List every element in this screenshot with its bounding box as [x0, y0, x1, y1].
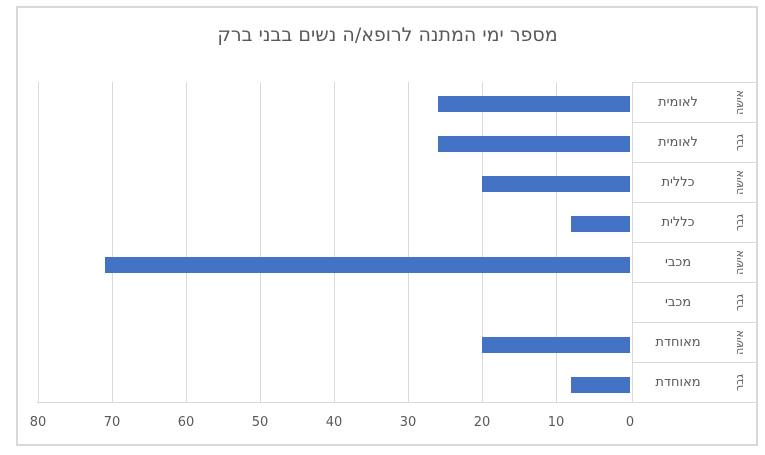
category-row: מכבי אישה	[633, 243, 756, 283]
bar	[570, 376, 630, 393]
bar	[570, 216, 630, 233]
x-tick-label: 10	[547, 415, 565, 430]
hmo-label: כללית	[661, 215, 695, 230]
bar	[482, 336, 630, 353]
category-row: לאומית אישה	[633, 83, 756, 123]
bar	[104, 256, 630, 273]
x-tick-label: 70	[103, 415, 121, 430]
gridline	[112, 82, 113, 403]
chart-border	[16, 6, 758, 446]
gridline	[186, 82, 187, 403]
x-tick-label: 40	[325, 415, 343, 430]
x-tick-label: 0	[625, 415, 635, 430]
hmo-label: לאומית	[658, 95, 698, 110]
category-axis-labels: לאומית אישה לאומית גבר כללית אישה כללית גבר מכבי…	[632, 82, 757, 403]
category-row: כללית אישה	[633, 163, 756, 203]
hmo-label: כללית	[661, 175, 695, 190]
gridline	[556, 82, 557, 403]
hmo-label: מכבי	[664, 295, 692, 310]
category-row: מאוחדת אישה	[633, 323, 756, 363]
category-row: מאוחדת גבר	[633, 363, 756, 402]
gridline	[334, 82, 335, 403]
x-tick-label: 60	[177, 415, 195, 430]
bar	[482, 176, 630, 193]
x-tick-label: 30	[399, 415, 417, 430]
gridline	[260, 82, 261, 403]
x-tick-label: 20	[473, 415, 491, 430]
category-row: מכבי גבר	[633, 283, 756, 323]
x-tick-label: 50	[251, 415, 269, 430]
gridline	[408, 82, 409, 403]
hmo-label: מאוחדת	[655, 375, 701, 390]
bar	[437, 136, 630, 153]
x-axis-line	[37, 402, 632, 403]
gridline	[482, 82, 483, 403]
hmo-label: לאומית	[658, 135, 698, 150]
hmo-label: מכבי	[664, 255, 692, 270]
hmo-label: מאוחדת	[655, 335, 701, 350]
chart-title: מספר ימי המתנה לרופא/ה נשים בבני ברק	[217, 24, 558, 46]
bar	[437, 96, 630, 113]
category-row: כללית גבר	[633, 203, 756, 243]
category-row: לאומית גבר	[633, 123, 756, 163]
gridline	[38, 82, 39, 403]
x-tick-label: 80	[29, 415, 47, 430]
